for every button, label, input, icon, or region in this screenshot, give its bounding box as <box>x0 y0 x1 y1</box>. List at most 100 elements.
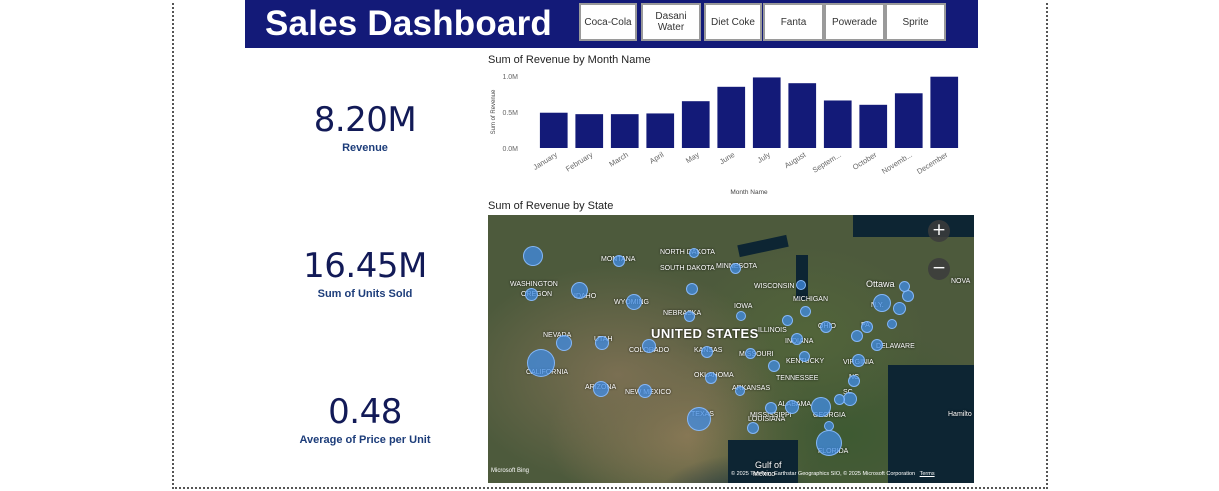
y-axis-title: Sum of Revenue <box>491 89 497 134</box>
map-attribution-text: © 2025 TomTom, Earthstar Geographics SIO… <box>731 471 916 477</box>
map-bubble[interactable] <box>820 321 832 333</box>
map-label-kentucky: KENTUCKY <box>786 358 825 365</box>
map-bubble[interactable] <box>902 290 914 302</box>
map-label-ottawa: Ottawa <box>866 279 895 289</box>
map-bubble[interactable] <box>735 386 745 396</box>
bar-july[interactable] <box>752 77 781 148</box>
bar-february[interactable] <box>575 114 604 148</box>
map-bubble[interactable] <box>736 311 746 321</box>
map-bubble[interactable] <box>570 281 588 299</box>
map-title: Sum of Revenue by State <box>488 200 614 212</box>
slicer-sprite[interactable]: Sprite <box>885 3 946 41</box>
slicer-dasani-water[interactable]: Dasani Water <box>641 3 701 41</box>
map-bubble[interactable] <box>871 339 883 351</box>
map-bubble[interactable] <box>887 319 897 329</box>
map-bubble[interactable] <box>729 262 741 274</box>
slicer-fanta[interactable]: Fanta <box>763 3 824 41</box>
map-bubble[interactable] <box>527 349 555 377</box>
map-bubble[interactable] <box>873 294 891 312</box>
x-tick-label: January <box>531 150 559 172</box>
map-bubble[interactable] <box>701 346 713 358</box>
map-bubble[interactable] <box>796 280 806 290</box>
map-bubble[interactable] <box>851 353 865 367</box>
map-label-wisconsin: WISCONSIN <box>754 283 795 290</box>
map-bubble[interactable] <box>892 301 906 315</box>
map-water-gulf <box>728 440 798 483</box>
map-bubble[interactable] <box>765 402 777 414</box>
map-label-iowa: IOWA <box>734 303 753 310</box>
y-tick-label: 0.0M <box>502 146 518 153</box>
map-bubble[interactable] <box>744 347 756 359</box>
map-bubble[interactable] <box>833 393 845 405</box>
map-bubble[interactable] <box>747 422 759 434</box>
map-bubble[interactable] <box>523 246 543 266</box>
map-bubble[interactable] <box>768 360 780 372</box>
dashboard-title: Sales Dashboard <box>265 4 552 43</box>
map-terms-link[interactable]: Terms <box>919 471 935 477</box>
map-bubble[interactable] <box>824 421 834 431</box>
map-bubble[interactable] <box>613 255 625 267</box>
map-bubble[interactable] <box>798 350 810 362</box>
x-tick-label: October <box>851 150 879 172</box>
map-label-tennessee: TENNESSEE <box>776 375 819 382</box>
map-label-arkansas: ARKANSAS <box>732 385 771 392</box>
x-tick-label: April <box>648 150 666 166</box>
map-bubble[interactable] <box>687 407 711 431</box>
report-canvas-frame <box>172 0 1048 489</box>
bar-septem[interactable] <box>823 100 852 148</box>
bar-may[interactable] <box>681 101 710 148</box>
map-bubble[interactable] <box>781 314 793 326</box>
slicer-diet-coke[interactable]: Diet Coke <box>704 3 762 41</box>
bing-logo: Microsoft Bing <box>491 468 530 474</box>
bar-novemb[interactable] <box>894 93 923 148</box>
bar-october[interactable] <box>859 104 888 148</box>
map-label-gulf-2: Mexico <box>753 471 776 478</box>
x-tick-label: February <box>564 150 594 174</box>
kpi-revenue-label: Revenue <box>342 142 388 154</box>
y-tick-label: 1.0M <box>502 74 518 81</box>
map-bubble[interactable] <box>848 375 860 387</box>
map-bubble[interactable] <box>595 336 609 350</box>
map-label-illinois: ILLINOIS <box>758 327 787 334</box>
bar-december[interactable] <box>930 76 959 148</box>
map-zoom-in-button[interactable]: + <box>928 220 950 242</box>
kpi-price-value: 0.48 <box>328 392 402 432</box>
map-bubble[interactable] <box>851 330 863 342</box>
slicer-powerade[interactable]: Powerade <box>824 3 885 41</box>
map-bubble[interactable] <box>593 381 609 397</box>
bar-march[interactable] <box>610 114 639 148</box>
bar-january[interactable] <box>539 112 568 148</box>
map-bubble[interactable] <box>816 430 842 456</box>
map-bubble[interactable] <box>861 321 873 333</box>
map-bubble[interactable] <box>642 339 656 353</box>
map-bubble[interactable] <box>705 372 717 384</box>
bar-april[interactable] <box>646 113 675 148</box>
map-bubble[interactable] <box>791 333 803 345</box>
bar-june[interactable] <box>717 86 746 148</box>
map-bubble[interactable] <box>799 305 811 317</box>
map-bubble[interactable] <box>683 310 695 322</box>
map-bubble[interactable] <box>843 392 857 406</box>
revenue-by-state-map[interactable]: UNITED STATES WASHINGTON OREGON IDAHO MO… <box>488 215 974 483</box>
map-bubble[interactable] <box>638 384 652 398</box>
map-label-south-dakota: SOUTH DAKOTA <box>660 265 715 272</box>
map-bubble[interactable] <box>524 287 538 301</box>
map-zoom-out-button[interactable]: − <box>928 258 950 280</box>
map-bubble[interactable] <box>556 335 572 351</box>
y-tick-label: 0.5M <box>502 110 518 117</box>
map-bubble[interactable] <box>689 248 699 258</box>
x-tick-label: June <box>718 150 737 166</box>
map-label-nevada: NEVADA <box>543 332 572 339</box>
slicer-coca-cola[interactable]: Coca-Cola <box>579 3 637 41</box>
map-bubble[interactable] <box>898 280 910 292</box>
x-tick-label: July <box>756 150 772 165</box>
map-bubble[interactable] <box>686 283 698 295</box>
map-water-canada <box>853 215 974 237</box>
bar-august[interactable] <box>788 83 817 148</box>
x-tick-label: Novemb... <box>880 150 914 176</box>
map-bubble[interactable] <box>785 400 799 414</box>
revenue-by-month-chart[interactable]: 0.0M 0.5M 1.0M Sum of Revenue January Februar… <box>486 66 974 200</box>
map-bubble[interactable] <box>811 397 831 417</box>
map-bubble[interactable] <box>626 294 642 310</box>
month-chart-title: Sum of Revenue by Month Name <box>488 54 651 66</box>
